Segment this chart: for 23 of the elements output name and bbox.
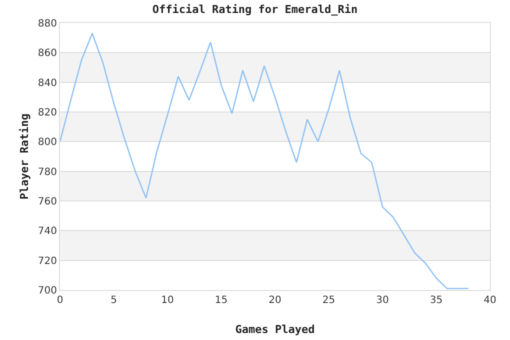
x-axis-title: Games Played [235,323,315,336]
y-tick-label: 800 [38,137,57,148]
x-tick-label: 5 [110,295,117,306]
line-series [60,32,470,290]
x-tick-label: 30 [376,295,389,306]
y-tick-label: 740 [38,226,57,238]
y-axis-title: Player Rating [18,113,31,200]
y-tick-label: 720 [38,256,57,267]
x-tick-label: 10 [161,295,174,306]
y-tick-label: 880 [38,18,57,30]
x-tick-label: 20 [268,295,282,306]
x-tick-label: 15 [214,295,228,306]
x-tick-label: 25 [322,295,336,306]
y-tick-label: 840 [38,78,57,89]
x-tick-label: 40 [484,295,496,306]
y-tick-label: 700 [38,286,57,296]
y-tick-label: 760 [38,196,57,208]
y-tick-label: 860 [38,48,57,60]
y-tick-label: 780 [38,166,57,178]
x-tick-label: 35 [430,295,443,306]
x-tick-label: 0 [56,295,64,306]
chart-title: Official Rating for Emerald_Rin [152,2,358,16]
y-tick-label: 820 [38,108,57,118]
